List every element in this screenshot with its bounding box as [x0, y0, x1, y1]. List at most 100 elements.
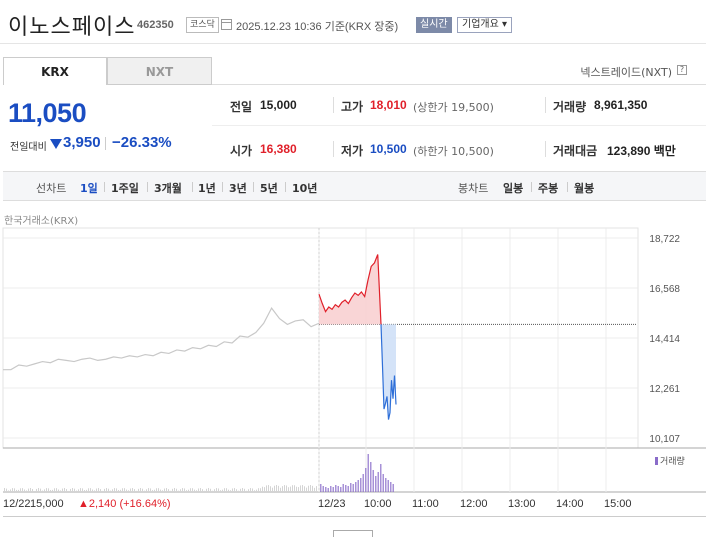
candle-month[interactable]: 월봉: [574, 182, 595, 195]
volume-bar: [342, 484, 344, 492]
volume-bar: [140, 488, 141, 492]
period-10y[interactable]: 10년: [292, 182, 318, 195]
period-5y[interactable]: 5년: [260, 182, 278, 195]
volume-bar: [300, 485, 301, 492]
price-chart[interactable]: 18,722 16,568 14,414 12,261 10,107: [0, 226, 706, 516]
volume-bar: [210, 488, 211, 492]
volume-bar: [375, 476, 377, 492]
open-label: 시가: [230, 144, 253, 158]
volume-legend: 거래량: [655, 454, 685, 467]
volume-bar: [124, 488, 125, 492]
y-tick-label: 14,414: [649, 334, 680, 345]
navigator-handle[interactable]: [333, 530, 373, 537]
volume-bar: [106, 488, 107, 492]
volume-bar: [128, 490, 129, 492]
volume-bar: [36, 488, 37, 492]
volume-bar: [78, 489, 79, 492]
volume-label: 거래량: [553, 100, 587, 114]
volume-bar: [142, 488, 143, 492]
period-3m[interactable]: 3개월: [154, 182, 182, 195]
volume-bar: [314, 487, 315, 492]
volume-bar: [28, 488, 29, 492]
volume-bar: [96, 488, 97, 492]
volume-bar: [60, 490, 61, 492]
volume-bar: [146, 489, 147, 492]
candle-day[interactable]: 일봉: [503, 182, 524, 195]
volume-bar: [278, 485, 279, 492]
volume-bar: [88, 488, 89, 492]
volume-bar: [327, 488, 329, 492]
amount-label: 거래대금: [553, 144, 598, 158]
volume-bar: [238, 490, 239, 492]
info-divider: [333, 141, 334, 157]
lower-limit: (하한가 10,500): [413, 145, 494, 158]
volume-bar: [144, 490, 145, 492]
x-tick-label: 10:00: [364, 498, 392, 510]
volume-bar: [248, 489, 249, 492]
tab-nxt[interactable]: NXT: [107, 57, 212, 85]
y-tick-label: 12,261: [649, 384, 680, 395]
volume-bar: [242, 488, 243, 492]
volume-bar: [270, 486, 271, 492]
current-price: 11,050: [8, 98, 87, 128]
volume-bar: [230, 490, 231, 492]
volume-bar: [220, 490, 221, 492]
chart-grid: [2, 227, 706, 493]
period-1y[interactable]: 1년: [198, 182, 216, 195]
volume-bar: [116, 488, 117, 492]
volume-bar: [274, 485, 275, 492]
volume-bar: [276, 485, 277, 492]
period-1d[interactable]: 1일: [80, 182, 98, 195]
corp-info-dropdown[interactable]: 기업개요 ▾: [457, 17, 512, 33]
volume-bar: [172, 488, 173, 492]
volume-bar: [84, 490, 85, 492]
info-divider: [545, 97, 546, 113]
tab-krx[interactable]: KRX: [3, 57, 107, 85]
realtime-button[interactable]: 실시간: [416, 17, 452, 33]
volume-bar: [74, 488, 75, 492]
down-line: [380, 324, 397, 420]
volume-bar: [132, 488, 133, 492]
volume-legend-label: 거래량: [660, 457, 685, 467]
candle-week[interactable]: 주봉: [538, 182, 559, 195]
chart-lines: [3, 254, 397, 420]
volume-bar: [86, 489, 87, 492]
volume-bar: [246, 490, 247, 492]
volume-bar: [92, 489, 93, 492]
volume-bar: [234, 488, 235, 492]
volume-bar: [70, 488, 71, 492]
volume-bar: [8, 490, 9, 492]
chart-navigator[interactable]: [3, 516, 706, 537]
price-change: 3,950: [63, 134, 101, 151]
volume-bar: [370, 462, 372, 492]
volume-bar: [134, 489, 135, 492]
upper-limit: (상한가 19,500): [413, 101, 494, 114]
volume-bar: [148, 488, 149, 492]
volume-bar: [14, 488, 15, 492]
volume-bar: [130, 488, 131, 492]
volume-bar: [340, 487, 342, 492]
help-icon[interactable]: ?: [677, 65, 687, 75]
volume-bar: [296, 486, 297, 492]
volume-bar: [208, 488, 209, 492]
volume-bar: [288, 487, 289, 492]
volume-bar: [392, 484, 394, 492]
volume-bar: [72, 488, 73, 492]
volume-bar: [316, 486, 317, 492]
chart-fills: [319, 254, 396, 420]
volume-bar: [320, 484, 322, 492]
candle-chart-label: 봉차트: [458, 182, 489, 195]
volume-bar: [222, 489, 223, 492]
volume-bar: [332, 487, 334, 492]
volume-bar: [178, 490, 179, 492]
volume-bar: [214, 489, 215, 492]
period-1w[interactable]: 1주일: [111, 182, 139, 195]
period-3y[interactable]: 3년: [229, 182, 247, 195]
stock-code: 462350: [137, 19, 174, 31]
volume-bar: [345, 485, 347, 492]
volume-bar: [310, 485, 311, 492]
volume-bar: [108, 488, 109, 492]
volume-bar: [228, 489, 229, 492]
prev-day-line: [3, 307, 320, 371]
volume-bar: [372, 470, 374, 492]
